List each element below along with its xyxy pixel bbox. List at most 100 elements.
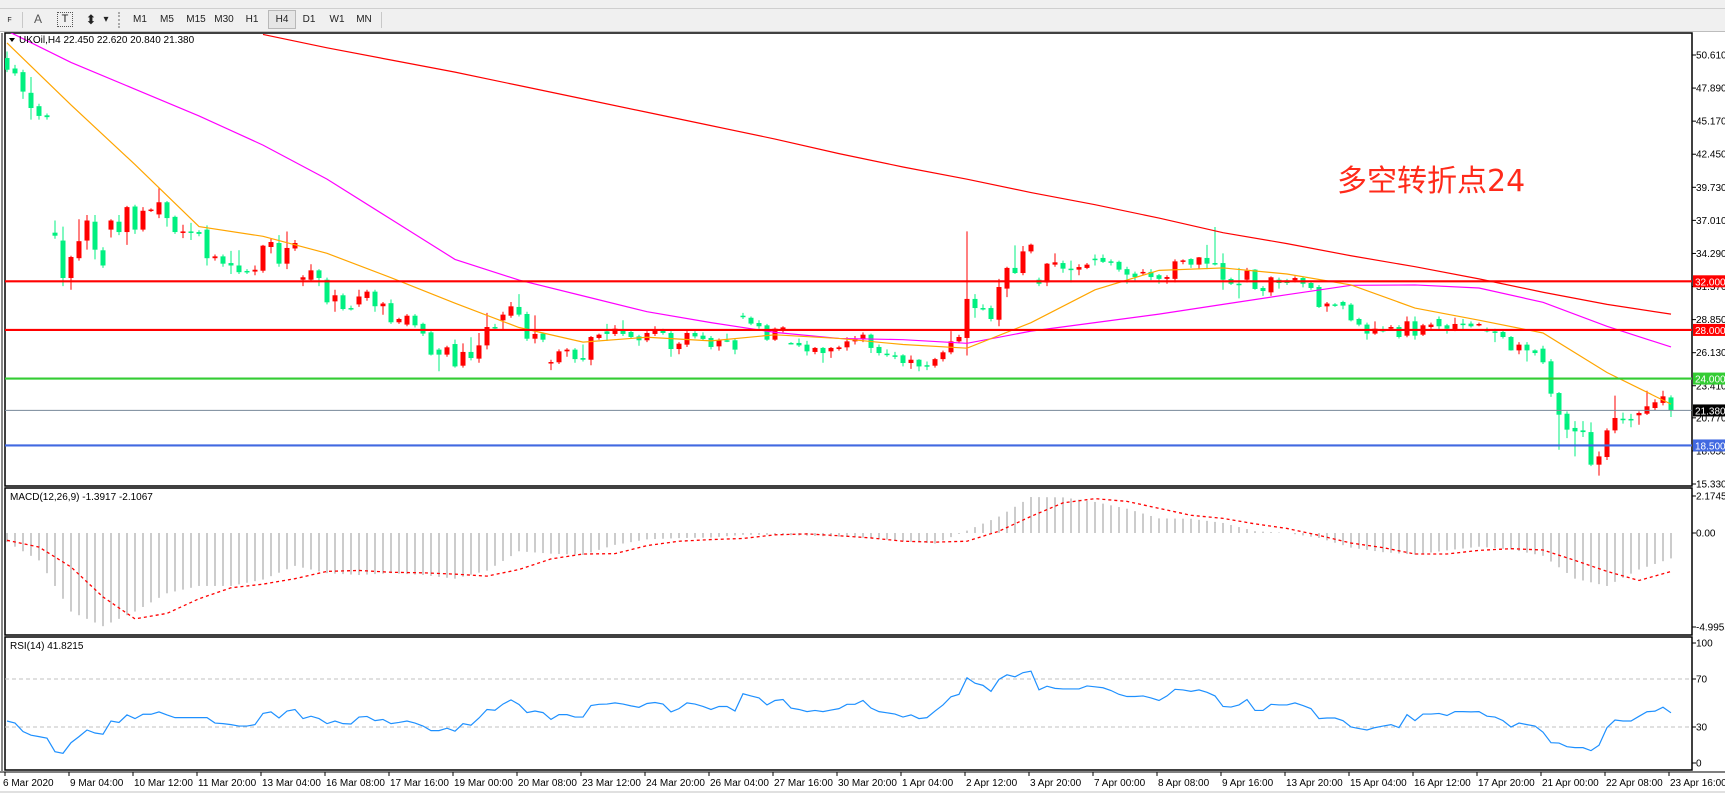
candle: [1628, 413, 1634, 428]
time-axis-label: 16 Apr 12:00: [1414, 778, 1471, 789]
candle: [924, 361, 930, 371]
timeframe-w1-button[interactable]: W1: [329, 14, 345, 25]
candle: [1620, 412, 1626, 424]
candle: [676, 342, 682, 355]
candle-body: [1188, 259, 1194, 265]
candle-body: [1580, 430, 1586, 433]
candle: [172, 215, 178, 234]
candle-body: [716, 340, 722, 347]
moving-average-slow-line: [262, 33, 1672, 315]
candle-body: [1340, 301, 1346, 306]
candle-body: [1068, 268, 1074, 271]
timeframe-m15-button[interactable]: M15: [186, 14, 206, 25]
candle-body: [1212, 263, 1218, 265]
candle: [964, 231, 970, 356]
candle-body: [924, 365, 930, 367]
candle-body: [428, 332, 434, 355]
candle-body: [156, 202, 162, 215]
candle-body: [684, 332, 690, 345]
candle-body: [68, 256, 74, 279]
candle: [564, 348, 570, 357]
candle: [204, 225, 210, 266]
price-axis-label: 39.730: [1696, 183, 1725, 194]
timeframe-h4-button[interactable]: H4: [268, 10, 296, 29]
rsi-pane: [4, 636, 1693, 771]
candle-body: [796, 342, 802, 346]
candle: [364, 289, 370, 301]
candle: [1332, 303, 1338, 307]
time-axis-label: 15 Apr 04:00: [1350, 778, 1407, 789]
candle-body: [20, 72, 26, 92]
candle-body: [52, 232, 58, 236]
candle-body: [1404, 321, 1410, 336]
candle-body: [1516, 344, 1522, 351]
candle-body: [1428, 324, 1434, 328]
candle-body: [1628, 418, 1634, 421]
candle: [588, 336, 594, 366]
timeframe-m30-button[interactable]: M30: [214, 14, 234, 25]
candle: [308, 264, 314, 282]
candle: [1020, 246, 1026, 276]
timeframe-d1-button[interactable]: D1: [302, 14, 316, 25]
rsi-plot: [5, 670, 1692, 754]
candle: [756, 320, 762, 329]
grid-icon[interactable]: F: [7, 17, 11, 24]
candle: [804, 340, 810, 356]
candle-body: [92, 221, 98, 250]
toolbar-grip[interactable]: [118, 12, 122, 28]
candle-body: [588, 336, 594, 360]
candle: [1012, 245, 1018, 275]
timeframe-mn-button[interactable]: MN: [356, 14, 372, 25]
candle-body: [1308, 283, 1314, 288]
candle-body: [148, 209, 154, 212]
candle: [68, 255, 74, 290]
collapse-triangle-icon: [9, 38, 15, 42]
candle-body: [28, 92, 34, 109]
timeframe-m5-button[interactable]: M5: [160, 14, 174, 25]
candle: [1052, 253, 1058, 267]
candle-body: [1316, 287, 1322, 307]
candle-body: [1388, 327, 1394, 329]
time-axis-label: 23 Mar 12:00: [582, 778, 641, 789]
candle: [220, 254, 226, 267]
candle: [188, 222, 194, 240]
arrows-icon[interactable]: ⬍: [85, 12, 97, 27]
chevron-down-icon[interactable]: ▾: [103, 14, 109, 25]
time-axis-label: 9 Apr 16:00: [1222, 778, 1274, 789]
candle: [1556, 391, 1562, 450]
candle-body: [292, 242, 298, 249]
candle: [1580, 421, 1586, 437]
text-icon[interactable]: A: [33, 12, 42, 26]
candle-body: [812, 347, 818, 352]
candle-body: [236, 265, 242, 273]
candle: [980, 304, 986, 311]
candle: [644, 331, 650, 343]
candle-body: [1252, 269, 1258, 289]
price-axis-label: 18.050: [1696, 446, 1725, 457]
level-price-label: 24.000: [1695, 375, 1725, 386]
candle-body: [1476, 323, 1482, 326]
candle-body: [1180, 260, 1186, 262]
candle: [1212, 226, 1218, 266]
timeframe-m1-button[interactable]: M1: [133, 14, 147, 25]
candle: [1060, 260, 1066, 273]
candle-body: [612, 328, 618, 334]
candle: [1604, 428, 1610, 461]
candle-body: [332, 295, 338, 302]
candle: [404, 314, 410, 327]
candle-body: [468, 351, 474, 359]
candle-body: [988, 308, 994, 319]
candle-body: [172, 216, 178, 233]
candle: [1540, 345, 1546, 364]
candle: [436, 348, 442, 372]
candle-body: [276, 242, 282, 264]
candle-body: [836, 347, 842, 350]
candle-body: [44, 115, 50, 118]
timeframe-h1-button[interactable]: H1: [245, 14, 259, 25]
time-axis-label: 24 Mar 20:00: [646, 778, 705, 789]
candle-body: [460, 351, 466, 366]
text-label-icon[interactable]: T: [57, 12, 73, 27]
candle-body: [356, 296, 362, 305]
candle: [252, 265, 258, 276]
